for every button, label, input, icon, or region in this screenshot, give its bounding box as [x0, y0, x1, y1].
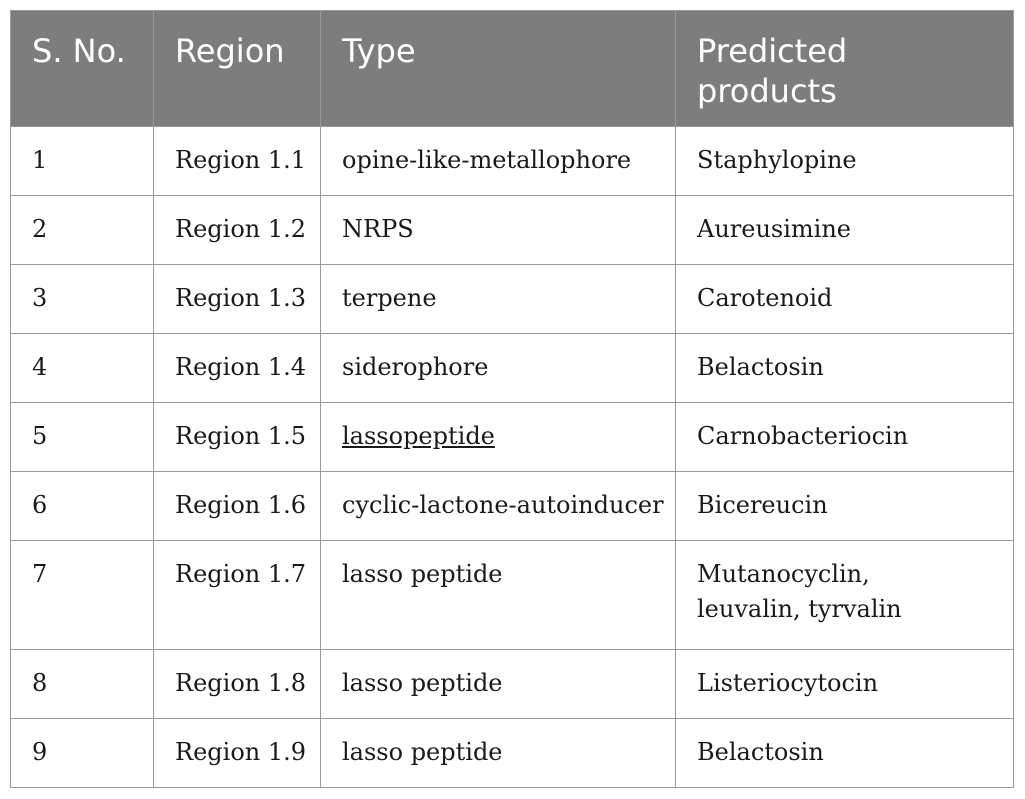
table-row: 2 Region 1.2 NRPS Aureusimine [10, 195, 1014, 265]
cell-sno: 5 [10, 402, 154, 472]
cell-region: Region 1.3 [153, 264, 321, 334]
cell-product: Bicereucin [675, 471, 1014, 541]
cell-product: Listeriocytocin [675, 649, 1014, 719]
cell-product: Mutanocyclin, leuvalin, tyrvalin [675, 540, 1014, 650]
cell-type: terpene [320, 264, 676, 334]
cell-region: Region 1.8 [153, 649, 321, 719]
cell-type: NRPS [320, 195, 676, 265]
table-row: 7 Region 1.7 lasso peptide Mutanocyclin,… [10, 540, 1014, 650]
cell-type: lasso peptide [320, 718, 676, 788]
cell-product: Aureusimine [675, 195, 1014, 265]
cell-sno: 1 [10, 126, 154, 196]
cell-region: Region 1.9 [153, 718, 321, 788]
table-row: 1 Region 1.1 opine-like-metallophore Sta… [10, 126, 1014, 196]
header-row: S. No. Region Type Predicted products [10, 10, 1014, 127]
table-row: 5 Region 1.5 lassopeptide Carnobacterioc… [10, 402, 1014, 472]
cell-sno: 3 [10, 264, 154, 334]
cell-product: Carotenoid [675, 264, 1014, 334]
table-row: 6 Region 1.6 cyclic-lactone-autoinducer … [10, 471, 1014, 541]
cell-type: siderophore [320, 333, 676, 403]
cell-product: Staphylopine [675, 126, 1014, 196]
header-sno: S. No. [10, 10, 154, 127]
cell-region: Region 1.5 [153, 402, 321, 472]
cell-type: cyclic-lactone-autoinducer [320, 471, 676, 541]
cell-region: Region 1.4 [153, 333, 321, 403]
cell-type: opine-like-metallophore [320, 126, 676, 196]
cell-type: lassopeptide [320, 402, 676, 472]
cell-product: Belactosin [675, 333, 1014, 403]
cell-type: lasso peptide [320, 649, 676, 719]
table-row: 4 Region 1.4 siderophore Belactosin [10, 333, 1014, 403]
cell-sno: 9 [10, 718, 154, 788]
cell-sno: 2 [10, 195, 154, 265]
cell-region: Region 1.7 [153, 540, 321, 650]
cell-region: Region 1.2 [153, 195, 321, 265]
table-row: 8 Region 1.8 lasso peptide Listeriocytoc… [10, 649, 1014, 719]
cell-region: Region 1.1 [153, 126, 321, 196]
table-row: 9 Region 1.9 lasso peptide Belactosin [10, 718, 1014, 788]
header-region: Region [153, 10, 321, 127]
cell-sno: 6 [10, 471, 154, 541]
data-table: S. No. Region Type Predicted products 1 … [10, 10, 1014, 788]
header-type: Type [320, 10, 676, 127]
cell-sno: 7 [10, 540, 154, 650]
cell-product: Carnobacteriocin [675, 402, 1014, 472]
cell-sno: 8 [10, 649, 154, 719]
cell-sno: 4 [10, 333, 154, 403]
cell-region: Region 1.6 [153, 471, 321, 541]
cell-type: lasso peptide [320, 540, 676, 650]
cell-product: Belactosin [675, 718, 1014, 788]
header-predicted-products: Predicted products [675, 10, 1014, 127]
table-row: 3 Region 1.3 terpene Carotenoid [10, 264, 1014, 334]
underlined-type-text: lassopeptide [342, 422, 495, 450]
